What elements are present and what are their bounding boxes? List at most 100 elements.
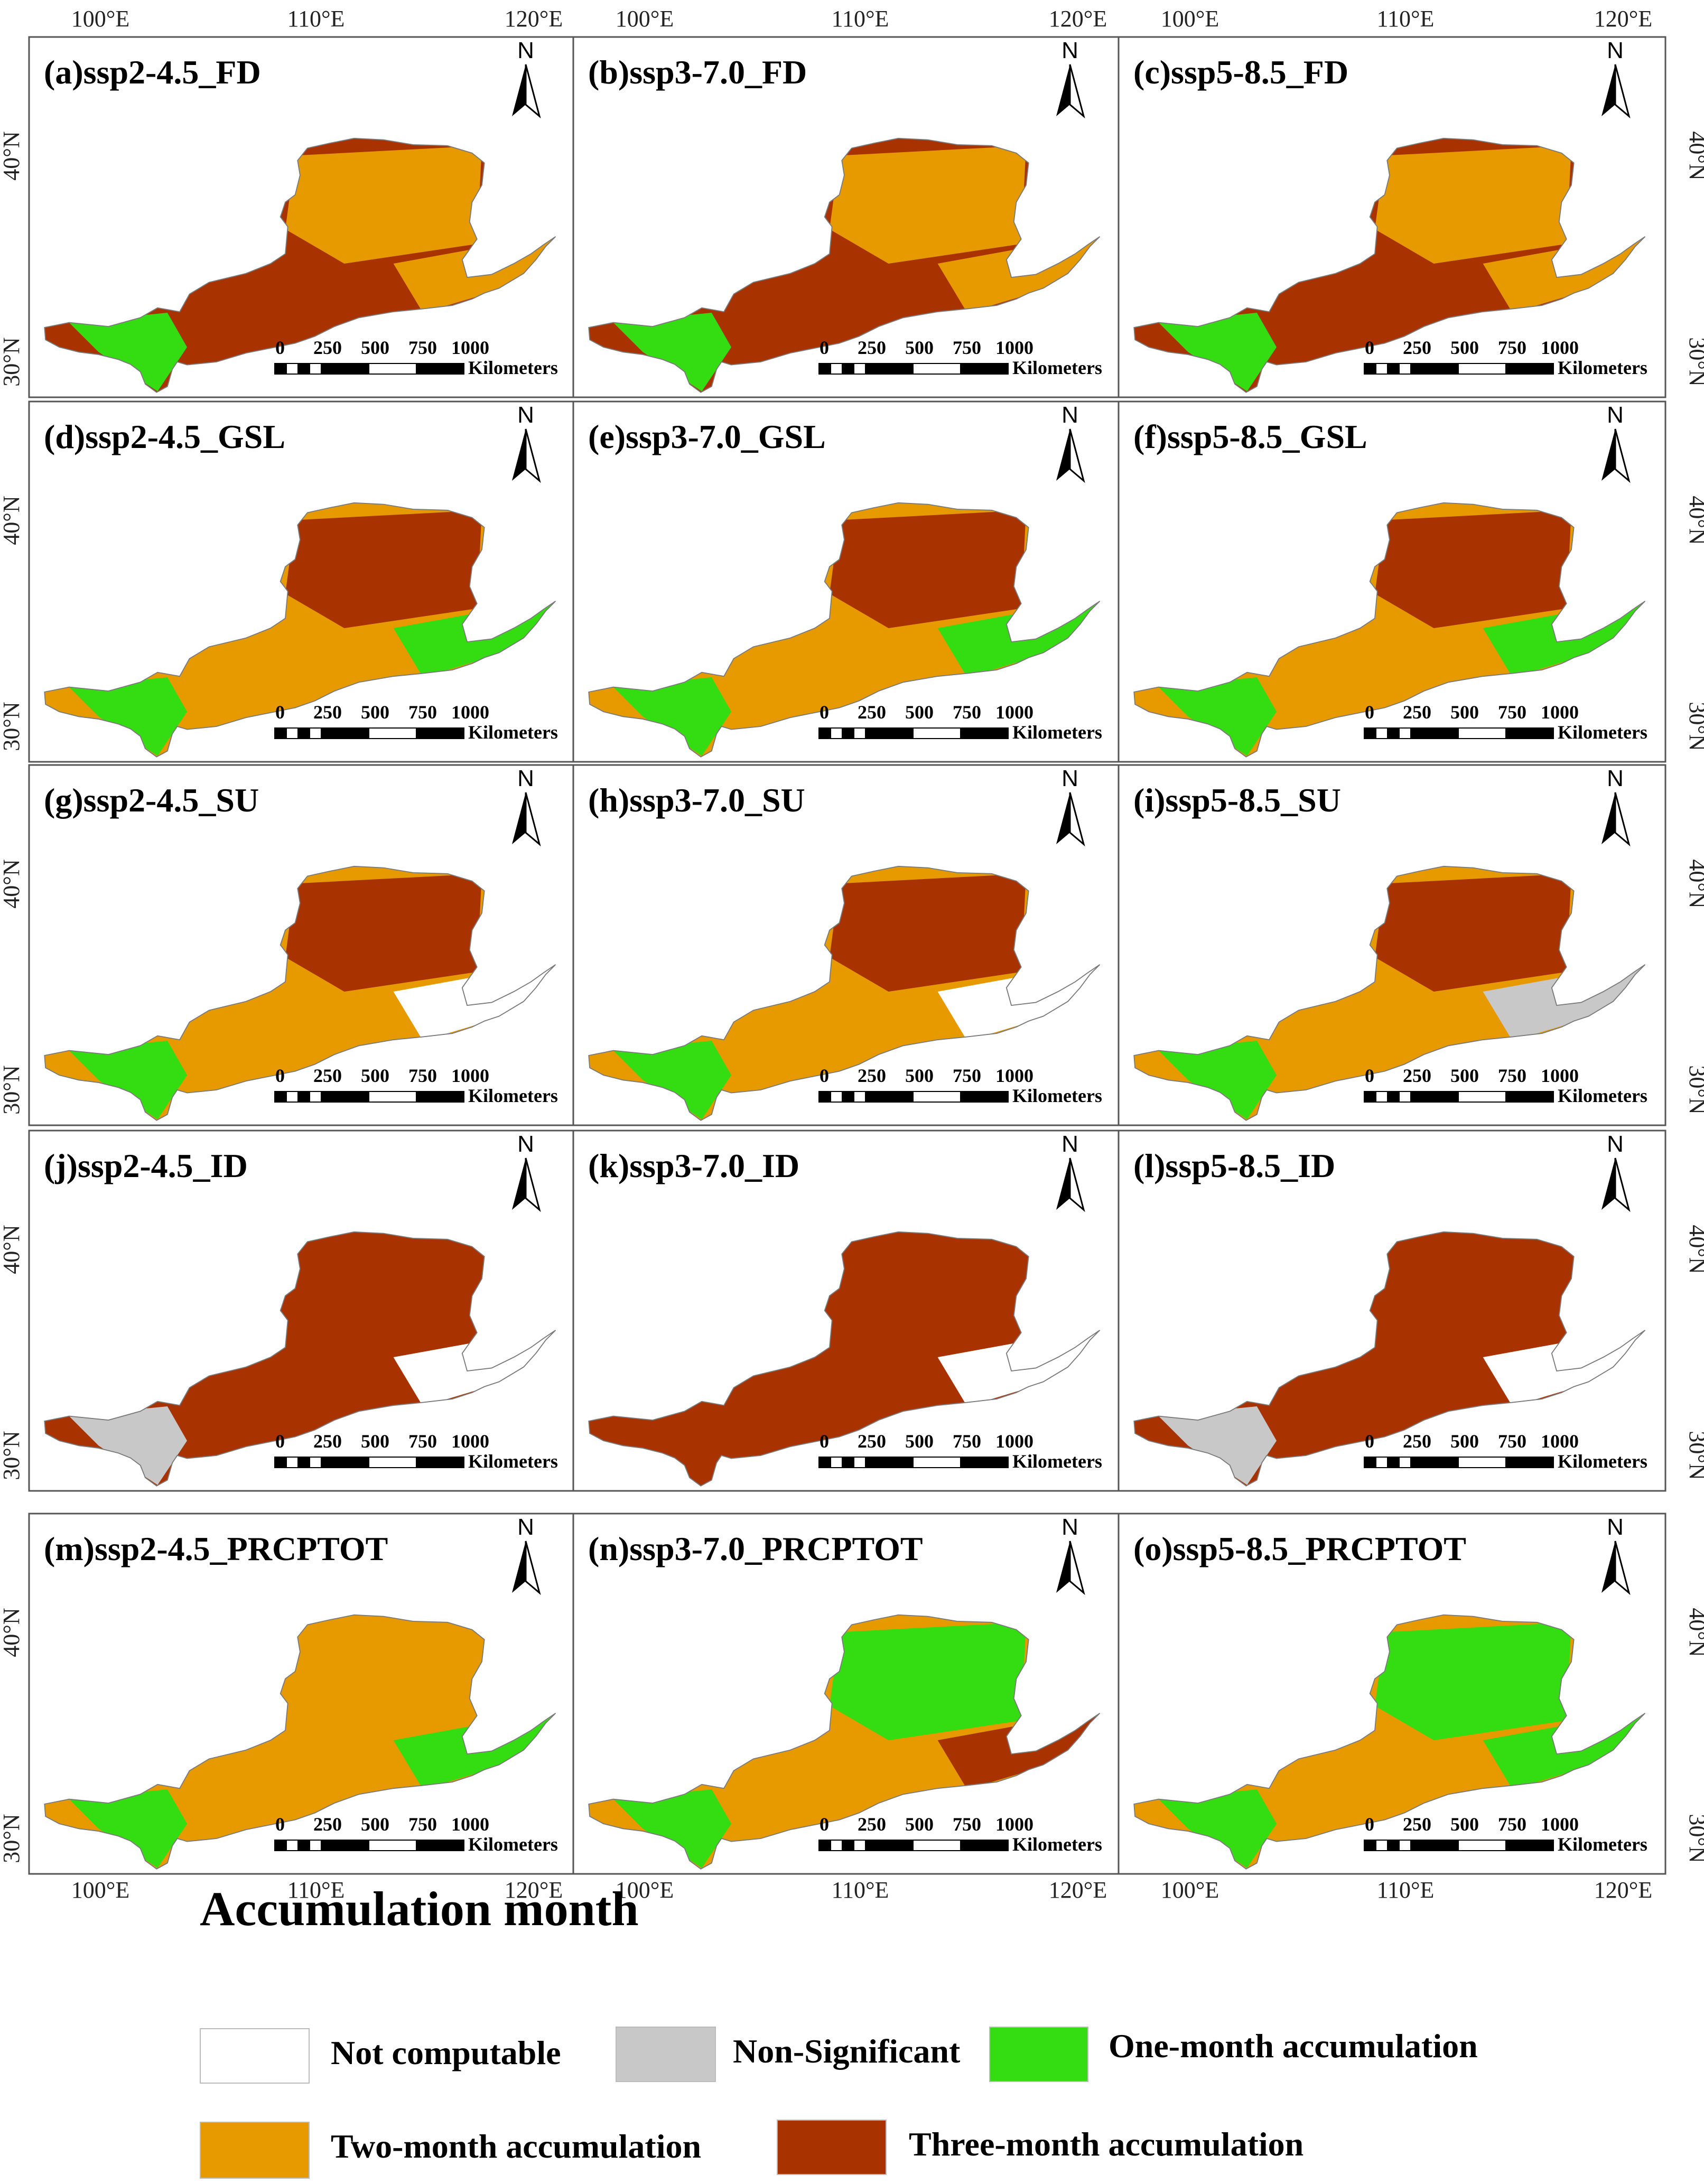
scale-segment [274,1091,287,1103]
scale-segment [1399,1840,1411,1851]
scale-number: 0 [275,1065,285,1086]
category-patch [613,1041,731,1119]
x-tick-label: 120°E [1049,6,1107,32]
y-tick-label: 30°N [0,1431,24,1480]
scale-segment [321,1091,369,1103]
scale-number: 1000 [995,337,1033,358]
scale-number: 0 [820,337,829,358]
scale-segment [1387,1091,1400,1103]
panel-title: (n)ssp3-7.0_PRCPTOT [588,1530,923,1567]
scale-number: 0 [820,1431,829,1452]
y-tick-label: 40°N [1684,1608,1704,1657]
x-tick-label: 120°E [1049,1877,1107,1903]
y-tick-label: 40°N [0,496,24,545]
scale-number: 500 [905,1814,934,1835]
map-panel: (m)ssp2-4.5_PRCPTOT N 0 250 500 750 1000Kilome… [28,1513,577,1875]
scale-number: 0 [820,702,829,723]
category-patch [69,1789,188,1868]
scale-number: 500 [1450,1814,1479,1835]
legend-swatch-three-month [777,2120,887,2175]
y-tick-label: 30°N [1684,337,1704,386]
scale-number: 750 [408,702,437,723]
scale-number: 500 [905,1431,934,1452]
scale-segment [1458,1457,1506,1468]
x-tick-label: 110°E [1377,1877,1435,1903]
scale-number: 1000 [451,1431,489,1452]
scale-number: 250 [1403,1814,1431,1835]
north-label: N [1607,402,1624,428]
scale-segment [1410,1091,1459,1103]
category-patch [830,145,1026,264]
category-patch [830,510,1026,628]
panel-title: (c)ssp5-8.5_FD [1133,53,1348,91]
scale-segment [368,1840,417,1851]
scale-segment [1505,1091,1554,1103]
x-tick-label: 110°E [287,1877,345,1903]
north-label: N [1607,1514,1624,1540]
scale-number: 0 [275,702,285,723]
category-patch [1375,510,1571,628]
scale-segment [1505,1457,1554,1468]
scale-segment [297,1457,310,1468]
scale-unit: Kilometers [1012,722,1102,743]
scale-segment [865,1457,914,1468]
category-patch [613,1406,731,1485]
scale-segment [865,363,914,375]
scale-segment [912,727,961,739]
category-patch [830,1622,1026,1740]
scale-segment [842,727,854,739]
x-tick-label: 100°E [616,6,674,32]
north-arrow-icon: N [1056,1131,1085,1212]
y-tick-label: 30°N [0,702,24,751]
scale-number: 750 [1498,1065,1526,1086]
scale-segment [1364,363,1376,375]
north-label: N [1061,38,1078,63]
scale-number: 250 [858,1814,886,1835]
north-label: N [1607,766,1624,791]
legend-swatch-not-computable [200,2028,310,2084]
category-patch [1375,145,1571,264]
north-label: N [1607,1131,1624,1157]
scale-segment [1410,1457,1459,1468]
scale-segment [912,1457,961,1468]
scale-number: 500 [1450,337,1479,358]
scale-number: 250 [313,1431,342,1452]
scale-unit: Kilometers [1012,1834,1102,1855]
scale-number: 1000 [1541,1431,1579,1452]
x-tick-label: 120°E [1594,1877,1652,1903]
category-patch [613,677,731,756]
x-tick-label: 120°E [505,6,563,32]
scale-number: 0 [1365,702,1374,723]
scale-number: 750 [1498,337,1526,358]
scale-segment [274,727,287,739]
scale-number: 0 [820,1814,829,1835]
north-arrow-icon: N [1056,402,1085,483]
scale-segment [1458,727,1506,739]
y-tick-label: 40°N [0,1225,24,1274]
scale-unit: Kilometers [1012,357,1102,378]
category-patch [1158,1789,1277,1868]
scale-number: 500 [905,1065,934,1086]
scale-number: 1000 [451,702,489,723]
panel-title: (g)ssp2-4.5_SU [44,781,259,819]
scale-segment [853,1840,866,1851]
scale-segment [1387,1457,1400,1468]
scale-number: 1000 [1541,337,1579,358]
category-patch [1158,1041,1277,1119]
scale-number: 750 [408,1431,437,1452]
scale-segment [309,1840,322,1851]
scale-segment [960,1840,1009,1851]
scale-number: 0 [1365,337,1374,358]
scale-number: 500 [1450,1431,1479,1452]
scale-segment [830,1457,843,1468]
scale-number: 500 [361,1431,389,1452]
